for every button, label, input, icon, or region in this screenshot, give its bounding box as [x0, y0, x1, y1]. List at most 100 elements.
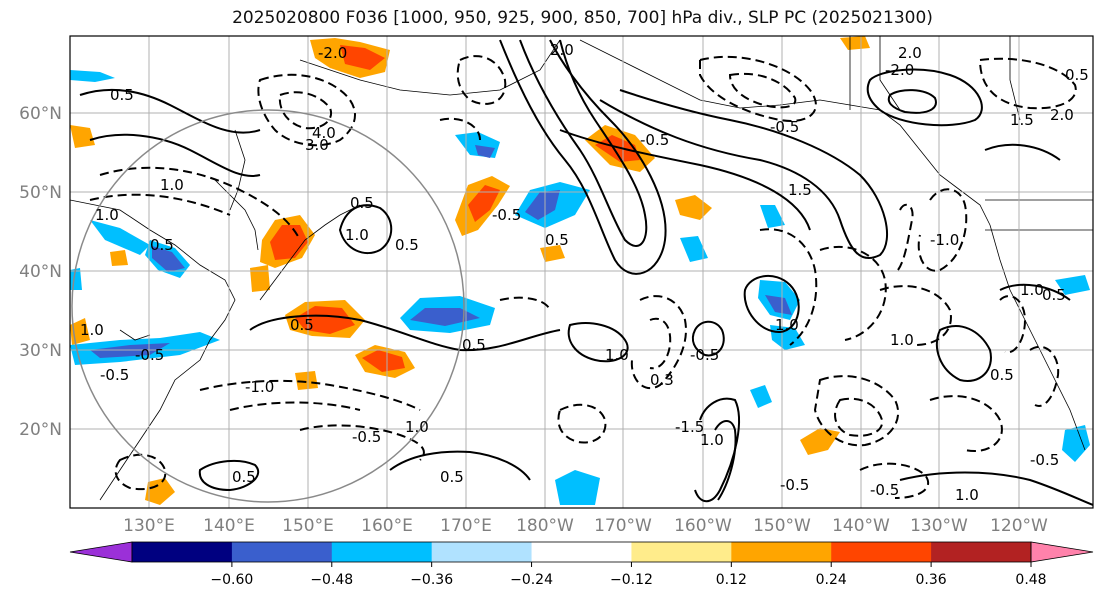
lon-label: 160°E	[361, 516, 413, 536]
contour-labels: 1.0 0.5 0.5 0.5 -1.0 -0.5 1.0 0.5 0.5 1.…	[80, 41, 1089, 504]
colorbar-tick-label: 0.24	[816, 572, 847, 588]
contour-label: 0.5	[290, 316, 314, 334]
contour-label: 0.5	[110, 86, 134, 104]
contour-label: 1.0	[700, 431, 724, 449]
colorbar-swatch	[931, 542, 1032, 562]
contour-label: 0.5	[440, 468, 464, 486]
contour-label: 1.0	[955, 486, 979, 504]
contour-label: -0.5	[352, 428, 381, 446]
contour-label: 0.5	[150, 236, 174, 254]
contour-label: 1.0	[775, 316, 799, 334]
lon-label: 160°W	[674, 516, 732, 536]
contour-label: 0.5	[990, 366, 1014, 384]
colorbar-swatch	[431, 542, 533, 562]
lat-label: 40°N	[19, 262, 62, 282]
colorbar-swatches	[69, 541, 1094, 563]
contour-label: 1.0	[605, 346, 629, 364]
colorbar-swatch	[831, 542, 932, 562]
contour-label: 1.0	[345, 226, 369, 244]
colorbar-labels: −0.60 −0.48 −0.36 −0.24 −0.12 0.12 0.24 0.36 0.4…	[210, 572, 1046, 588]
colorbar-swatch	[331, 542, 433, 562]
contour-label: -1.0	[245, 378, 274, 396]
colorbar-swatch	[531, 542, 632, 562]
contour-label: 1.0	[890, 331, 914, 349]
contour-label: 0.5	[462, 336, 486, 354]
lat-label: 50°N	[19, 183, 62, 203]
colorbar-swatch	[231, 542, 333, 562]
contour-label: -0.5	[770, 118, 799, 136]
contour-label: 1.0	[95, 206, 119, 224]
contour-label: -0.5	[492, 206, 521, 224]
contour-label: 1.5	[1010, 111, 1034, 129]
contour-label: 1.0	[160, 176, 184, 194]
lon-label: 120°W	[990, 516, 1048, 536]
colorbar-swatch	[731, 542, 832, 562]
contour-label: -1.5	[675, 418, 704, 436]
colorbar-tick-label: −0.12	[610, 572, 653, 588]
lon-label: 170°E	[440, 516, 492, 536]
contour-label: 0.5	[395, 236, 419, 254]
contour-label: -0.5	[100, 366, 129, 384]
negative-contours	[89, 55, 1077, 499]
chart-title: 2025020800 F036 [1000, 950, 925, 900, 85…	[232, 8, 933, 28]
contour-label: 0.3	[650, 371, 674, 389]
lon-label: 150°W	[753, 516, 811, 536]
latitude-labels: 60°N 50°N 40°N 30°N 20°N	[19, 104, 62, 440]
contour-label: -2.0	[318, 44, 347, 62]
colorbar-swatch	[69, 541, 133, 563]
contour-label: 2.0	[1050, 106, 1074, 124]
contour-label: -0.5	[640, 131, 669, 149]
colorbar-tick-label: −0.48	[310, 572, 353, 588]
lon-label: 150°E	[282, 516, 334, 536]
contour-label: 4.0	[312, 124, 336, 142]
lon-label: 140°E	[203, 516, 255, 536]
plot-frame	[69, 35, 1094, 509]
lon-label: 130°W	[910, 516, 968, 536]
contour-label: 0.5	[232, 468, 256, 486]
contour-label: -0.5	[870, 481, 899, 499]
contour-label: 1.0	[80, 321, 104, 339]
great-circle	[71, 109, 465, 503]
contour-label: 2.0	[898, 44, 922, 62]
colorbar-swatch	[132, 542, 233, 562]
contour-label: 0.5	[350, 194, 374, 212]
contour-label: 0.5	[1042, 286, 1066, 304]
colorbar-tick-label: 0.36	[916, 572, 947, 588]
colorbar-swatch	[1030, 541, 1094, 563]
colorbar-tick-label: 0.48	[1015, 572, 1046, 588]
map-background	[70, 36, 1093, 508]
contour-label: 0.5	[1065, 66, 1089, 84]
lon-label: 130°E	[123, 516, 175, 536]
colorbar-outline	[131, 541, 1032, 563]
colorbar-swatch	[631, 542, 732, 562]
lat-label: 60°N	[19, 104, 62, 124]
lon-label: 180°W	[516, 516, 574, 536]
lon-label: 170°W	[594, 516, 652, 536]
colorbar-ticks	[231, 562, 1032, 567]
contour-label: 3.0	[305, 136, 329, 154]
contour-label: 1.0	[405, 418, 429, 436]
contour-label: -0.5	[690, 346, 719, 364]
positive-contours	[79, 39, 1093, 506]
lat-label: 30°N	[19, 341, 62, 361]
lon-label: 140°W	[832, 516, 890, 536]
grid-lines	[70, 36, 1093, 508]
colorbar: −0.60 −0.48 −0.36 −0.24 −0.12 0.12 0.24 0.36 0.4…	[69, 541, 1094, 588]
colorbar-tick-label: −0.36	[410, 572, 453, 588]
contour-label: -2.0	[885, 61, 914, 79]
shaded-fields	[70, 36, 1090, 505]
longitude-labels: 130°E 140°E 150°E 160°E 170°E 180°W 170°…	[123, 516, 1048, 536]
lat-label: 20°N	[19, 420, 62, 440]
contour-label: 0.5	[545, 231, 569, 249]
contour-label: -0.5	[1030, 451, 1059, 469]
contour-label: 2.0	[550, 41, 574, 59]
colorbar-tick-label: 0.12	[716, 572, 747, 588]
contour-label: -0.5	[780, 476, 809, 494]
contour-label: 1.5	[788, 181, 812, 199]
colorbar-tick-label: −0.60	[210, 572, 253, 588]
contour-label: -1.0	[930, 231, 959, 249]
contour-label: 1.0	[1020, 281, 1044, 299]
colorbar-tick-label: −0.24	[510, 572, 553, 588]
contour-label: -0.5	[135, 346, 164, 364]
